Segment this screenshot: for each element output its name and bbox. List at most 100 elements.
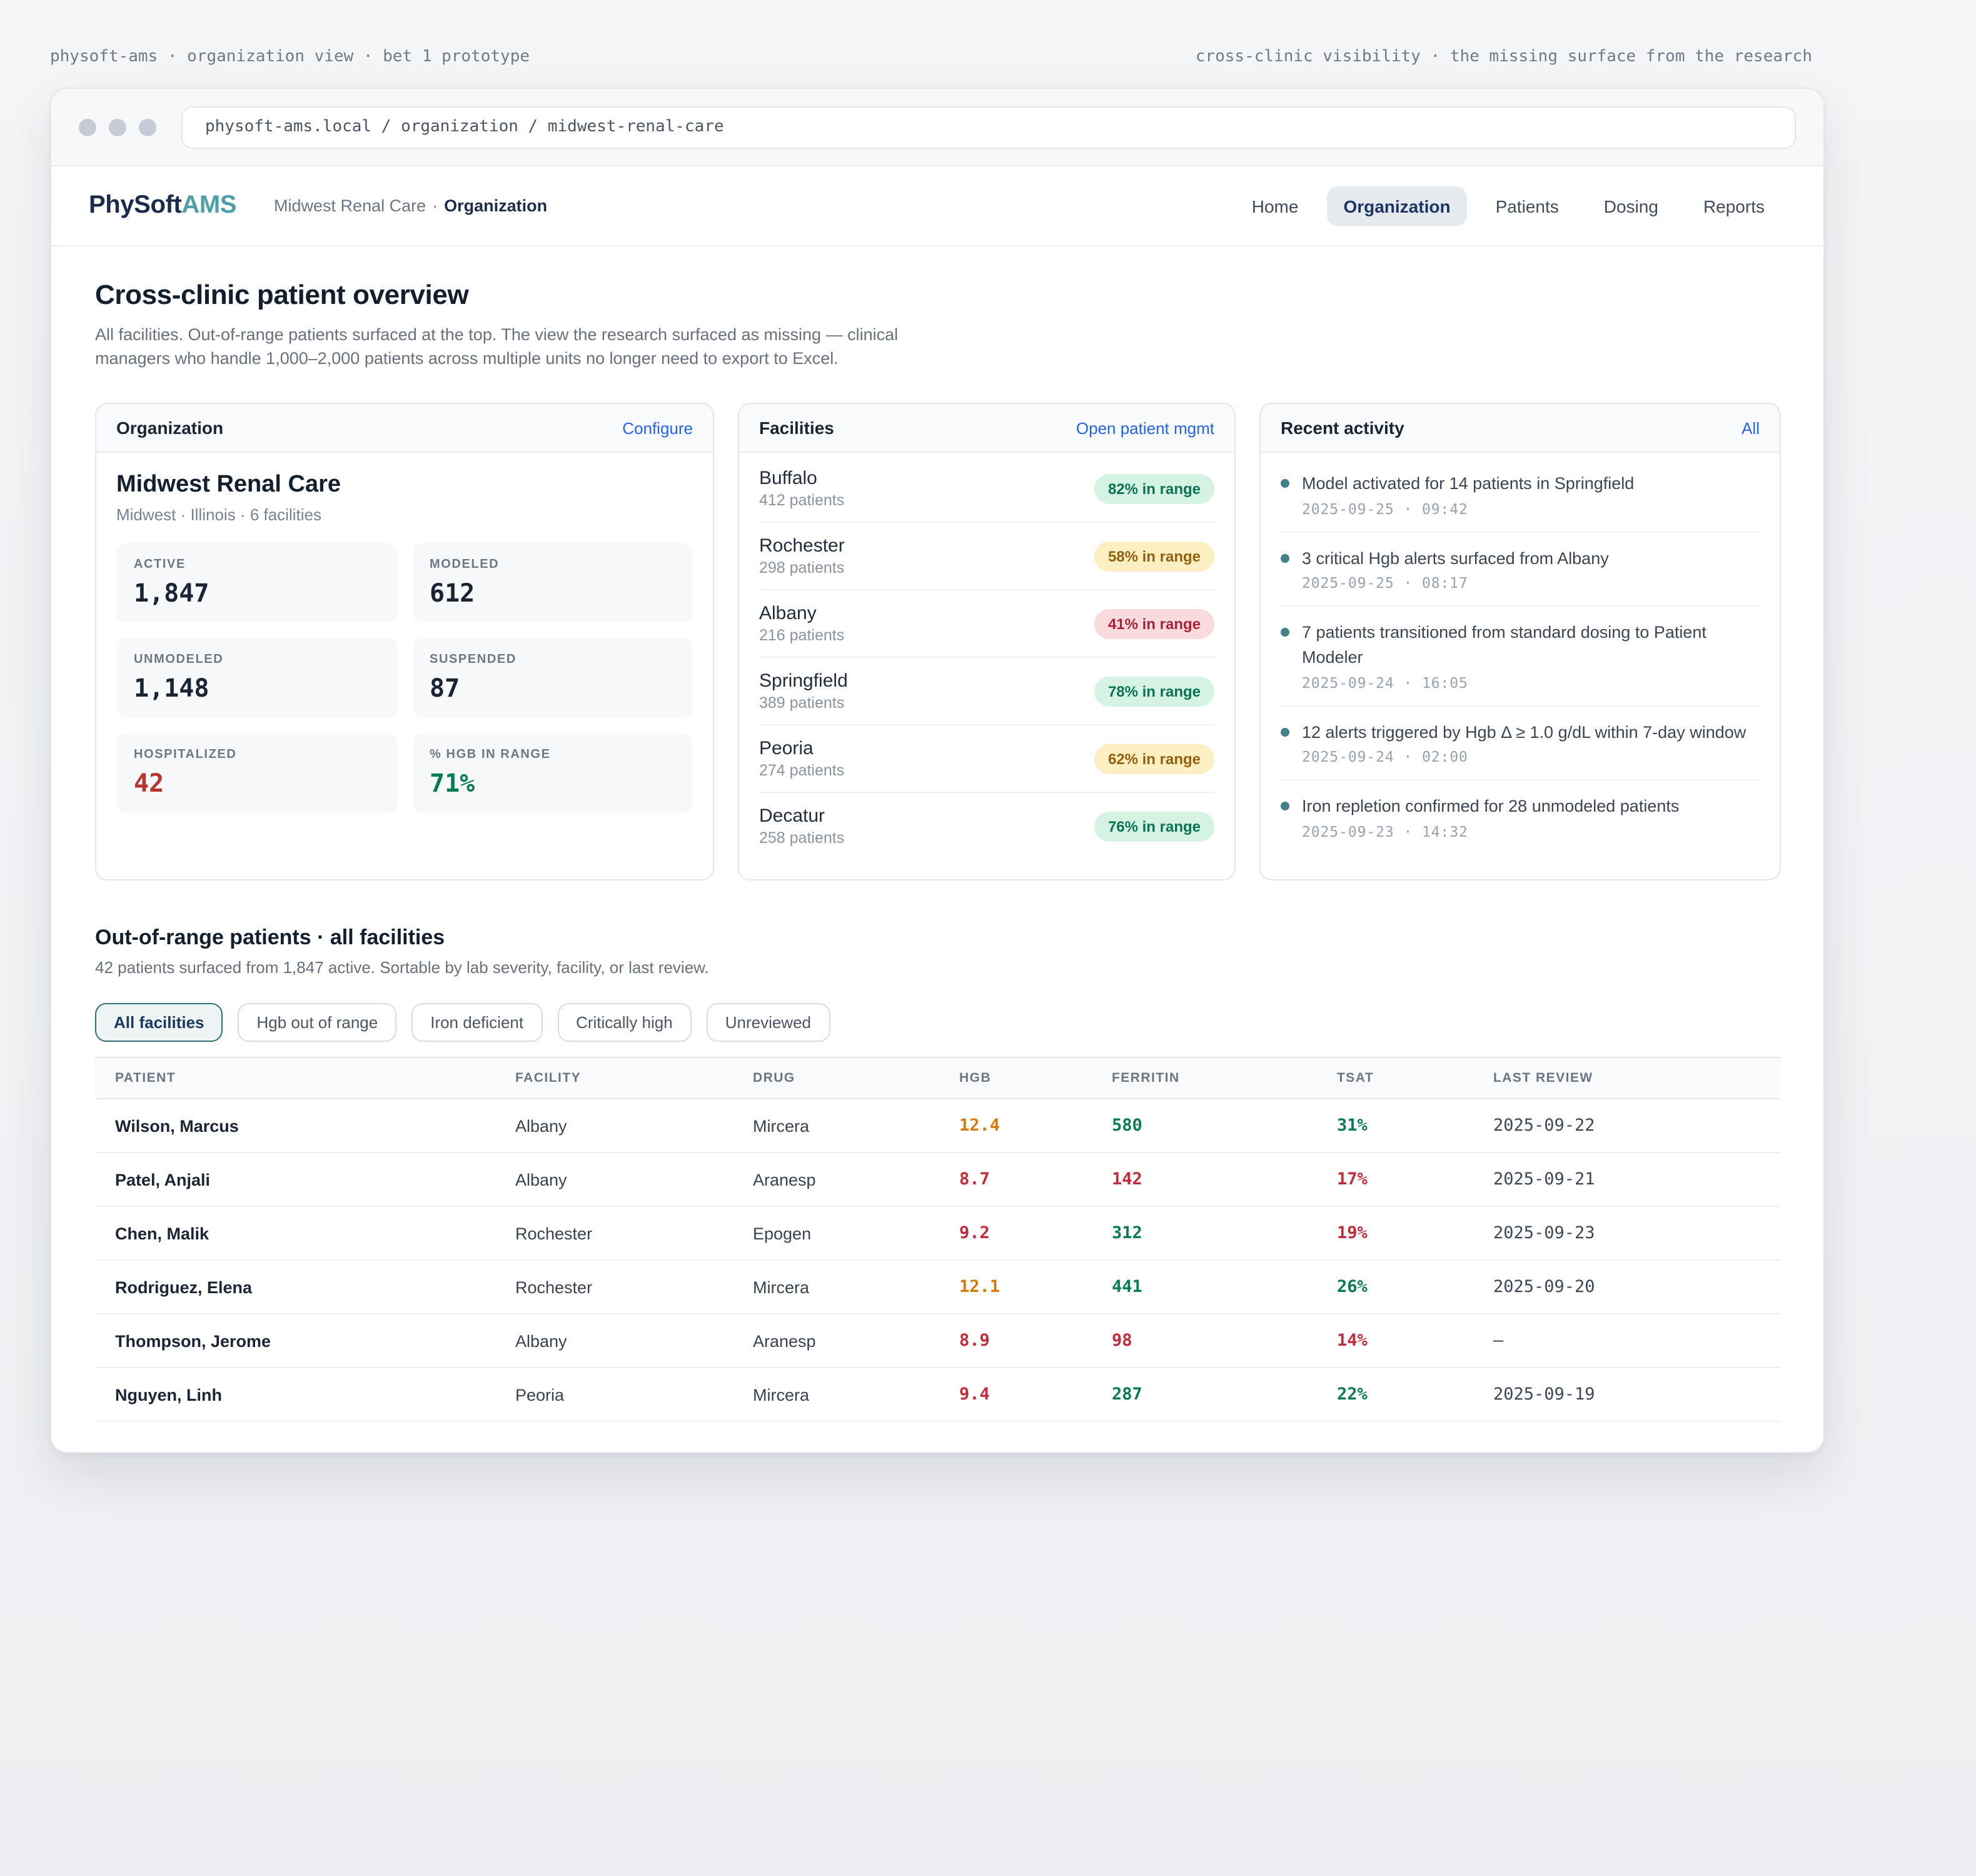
table-row[interactable]: Rodriguez, Elena Rochester Mircera 12.1 …	[95, 1261, 1781, 1315]
stat-label: % HGB IN RANGE	[430, 748, 551, 762]
breadcrumb-separator: ·	[432, 196, 438, 215]
nav-item[interactable]: Organization	[1327, 186, 1467, 226]
breadcrumb-org: Midwest Renal Care	[274, 196, 426, 215]
facility-patient-count: 274 patients	[759, 762, 845, 780]
cell-hgb: 8.9	[959, 1331, 990, 1351]
facilities-card: Facilities Open patient mgmt Buffalo 412…	[738, 403, 1236, 881]
configure-link[interactable]: Configure	[622, 418, 693, 438]
nav-item[interactable]: Dosing	[1603, 196, 1658, 216]
table-row[interactable]: Wilson, Marcus Albany Mircera 12.4 580 3…	[95, 1100, 1781, 1154]
cell-facility: Albany	[515, 1170, 567, 1189]
facility-row[interactable]: Decatur 258 patients 76% in range	[759, 792, 1214, 860]
table-row[interactable]: Patel, Anjali Albany Aranesp 8.7 142 17%…	[95, 1154, 1781, 1208]
table-header-cell[interactable]: FACILITY	[515, 1071, 582, 1086]
filter-chip[interactable]: Hgb out of range	[238, 1003, 397, 1042]
cell-tsat: 17%	[1337, 1169, 1368, 1190]
cell-drug: Mircera	[753, 1385, 810, 1404]
activity-item: 12 alerts triggered by Hgb Δ ≥ 1.0 g/dL …	[1281, 705, 1760, 779]
stat-value: 71%	[430, 768, 475, 799]
table-header-cell[interactable]: DRUG	[753, 1071, 795, 1086]
cell-tsat: 22%	[1337, 1384, 1368, 1405]
annotation-right: cross-clinic visibility · the missing su…	[1195, 48, 1812, 66]
table-header-cell[interactable]: PATIENT	[115, 1071, 176, 1086]
filter-chip[interactable]: Critically high	[557, 1003, 692, 1042]
cell-drug: Mircera	[753, 1278, 810, 1297]
activity-item: Iron repletion confirmed for 28 unmodele…	[1281, 779, 1760, 854]
browser-window: physoft-ams.local / organization / midwe…	[50, 88, 1825, 1453]
table-header-cell[interactable]: HGB	[959, 1071, 992, 1086]
facility-row[interactable]: Buffalo 412 patients 82% in range	[759, 456, 1214, 522]
activity-text: Model activated for 14 patients in Sprin…	[1302, 474, 1635, 493]
stat-tile: HOSPITALIZED 42	[116, 733, 397, 814]
nav-item[interactable]: Home	[1251, 196, 1299, 216]
facility-info: Decatur 258 patients	[759, 806, 844, 847]
cell-last-review: 2025-09-21	[1493, 1169, 1595, 1190]
table-row[interactable]: Chen, Malik Rochester Epogen 9.2 312 19%…	[95, 1208, 1781, 1261]
table-row[interactable]: Thompson, Jerome Albany Aranesp 8.9 98 1…	[95, 1315, 1781, 1369]
table-header-cell[interactable]: LAST REVIEW	[1493, 1071, 1593, 1086]
facility-row[interactable]: Springfield 389 patients 78% in range	[759, 657, 1214, 725]
cell-patient: Wilson, Marcus	[115, 1116, 239, 1136]
cell-tsat: 31%	[1337, 1116, 1368, 1136]
activity-timestamp: 2025-09-23 · 14:32	[1302, 822, 1468, 840]
cell-last-review: 2025-09-23	[1493, 1223, 1595, 1244]
cell-patient: Thompson, Jerome	[115, 1331, 271, 1351]
facility-row[interactable]: Peoria 274 patients 62% in range	[759, 724, 1214, 792]
activity-timestamp: 2025-09-24 · 02:00	[1302, 748, 1468, 766]
stat-value: 1,847	[134, 578, 209, 608]
breadcrumb-current: Organization	[444, 196, 548, 215]
filter-chip[interactable]: Iron deficient	[411, 1003, 543, 1042]
cell-tsat: 19%	[1337, 1223, 1368, 1244]
cell-drug: Epogen	[753, 1224, 812, 1243]
cell-drug: Mircera	[753, 1116, 810, 1136]
facility-name: Rochester	[759, 535, 845, 557]
app-logo[interactable]: PhySoftAMS	[89, 191, 236, 220]
activity-content: 7 patients transitioned from standard do…	[1302, 621, 1760, 691]
nav-item[interactable]: Patients	[1495, 196, 1559, 216]
cell-hgb: 12.1	[959, 1277, 1001, 1298]
facility-range-badge: 58% in range	[1094, 541, 1214, 572]
open-patient-mgmt-link[interactable]: Open patient mgmt	[1076, 418, 1214, 438]
window-control-dot[interactable]	[109, 118, 126, 136]
stat-value: 1,148	[134, 673, 209, 704]
activity-bullet-icon	[1281, 628, 1289, 637]
table-header-cell[interactable]: FERRITIN	[1112, 1071, 1180, 1086]
window-controls	[79, 118, 156, 136]
facility-patient-count: 412 patients	[759, 492, 845, 510]
cell-ferritin: 142	[1112, 1169, 1142, 1190]
activity-all-link[interactable]: All	[1742, 418, 1760, 438]
window-control-dot[interactable]	[79, 118, 96, 136]
organization-card: Organization Configure Midwest Renal Car…	[95, 403, 714, 881]
activity-list: Model activated for 14 patients in Sprin…	[1261, 453, 1780, 880]
facility-row[interactable]: Albany 216 patients 41% in range	[759, 589, 1214, 657]
page-title: Cross-clinic patient overview	[95, 279, 469, 310]
cell-ferritin: 287	[1112, 1384, 1142, 1405]
organization-card-body: Midwest Renal Care Midwest · Illinois · …	[96, 453, 713, 880]
stat-label: HOSPITALIZED	[134, 748, 237, 762]
facility-name: Springfield	[759, 670, 848, 692]
url-bar[interactable]: physoft-ams.local / organization / midwe…	[181, 106, 1796, 148]
activity-text: Iron repletion confirmed for 28 unmodele…	[1302, 797, 1680, 816]
facility-patient-count: 258 patients	[759, 829, 845, 847]
cell-hgb: 12.4	[959, 1116, 1001, 1136]
filter-chip[interactable]: Unreviewed	[706, 1003, 830, 1042]
cell-patient: Rodriguez, Elena	[115, 1278, 253, 1297]
annotation-left: physoft-ams · organization view · bet 1 …	[50, 48, 530, 66]
stat-tile: UNMODELED 1,148	[116, 638, 397, 719]
cell-tsat: 14%	[1337, 1331, 1368, 1351]
cell-drug: Aranesp	[753, 1331, 816, 1351]
nav-item[interactable]: Reports	[1703, 196, 1765, 216]
stat-tile: MODELED 612	[412, 543, 693, 623]
activity-timestamp: 2025-09-24 · 16:05	[1302, 673, 1468, 692]
activity-text: 12 alerts triggered by Hgb Δ ≥ 1.0 g/dL …	[1302, 722, 1747, 742]
table-header-row: PATIENT FACILITY DRUG HGB FERRITIN TSAT LAST R…	[95, 1057, 1781, 1100]
table-row[interactable]: Nguyen, Linh Peoria Mircera 9.4 287 22% …	[95, 1369, 1781, 1423]
logo-primary: PhySoft	[89, 191, 182, 219]
window-control-dot[interactable]	[139, 118, 156, 136]
cell-last-review: –	[1493, 1331, 1504, 1351]
facility-row[interactable]: Rochester 298 patients 58% in range	[759, 522, 1214, 590]
activity-bullet-icon	[1281, 479, 1289, 488]
filter-chip[interactable]: All facilities	[95, 1003, 223, 1042]
table-header-cell[interactable]: TSAT	[1337, 1071, 1374, 1086]
cell-hgb: 9.4	[959, 1384, 990, 1405]
